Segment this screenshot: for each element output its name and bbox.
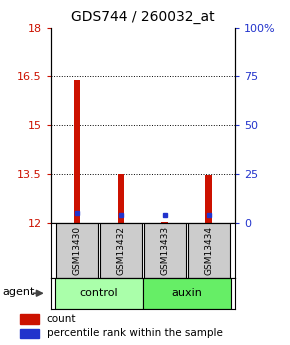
Text: GSM13430: GSM13430 — [72, 226, 81, 275]
Text: GSM13433: GSM13433 — [160, 226, 169, 275]
Bar — [188, 223, 230, 278]
Bar — [162, 221, 168, 223]
Text: agent: agent — [3, 287, 35, 297]
Text: GSM13432: GSM13432 — [116, 226, 125, 275]
Bar — [20, 328, 39, 338]
Bar — [205, 175, 212, 223]
Bar — [144, 223, 186, 278]
Text: control: control — [80, 288, 118, 298]
Bar — [74, 80, 80, 223]
Bar — [118, 174, 124, 223]
Text: auxin: auxin — [171, 288, 202, 298]
Text: percentile rank within the sample: percentile rank within the sample — [46, 328, 222, 338]
Bar — [143, 278, 231, 309]
Bar — [20, 314, 39, 324]
Bar — [56, 223, 98, 278]
Bar — [55, 278, 143, 309]
Text: GSM13434: GSM13434 — [204, 226, 213, 275]
Title: GDS744 / 260032_at: GDS744 / 260032_at — [71, 10, 215, 24]
Text: count: count — [46, 314, 76, 324]
Bar — [100, 223, 142, 278]
